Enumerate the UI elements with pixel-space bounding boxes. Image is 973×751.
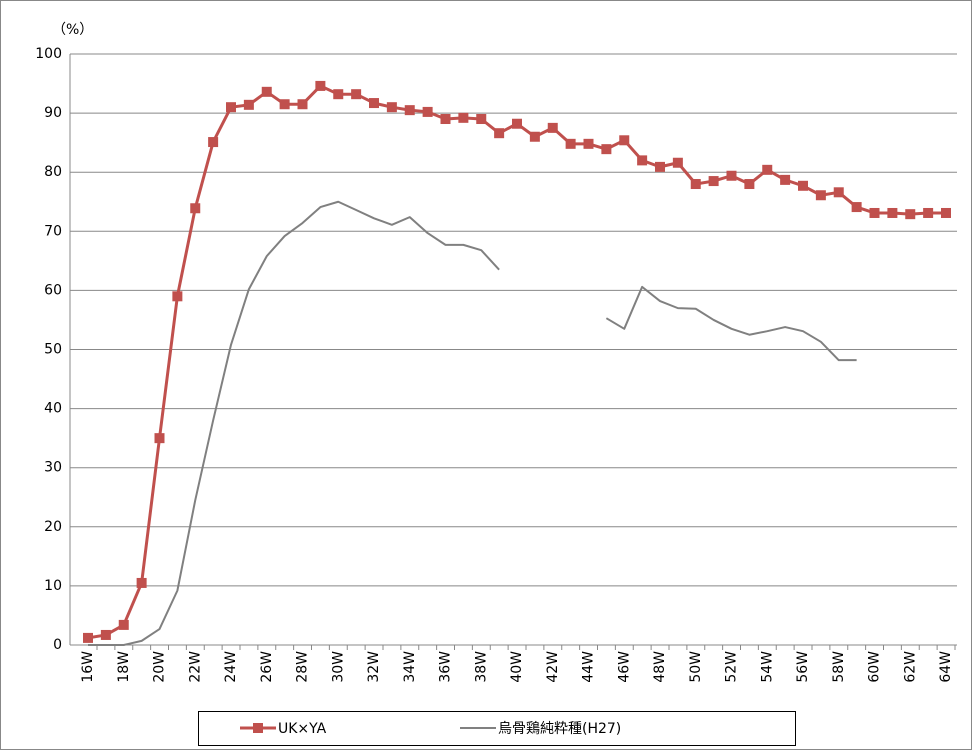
marker (744, 179, 755, 190)
marker (547, 122, 558, 133)
x-tick-label: 18W (116, 651, 132, 683)
marker (529, 131, 540, 142)
marker (798, 180, 808, 191)
marker (333, 89, 344, 100)
y-axis-label: （%） (52, 22, 93, 38)
marker (315, 80, 326, 91)
marker (869, 207, 880, 218)
legend-label: 烏骨鶏純粋種(H27) (498, 720, 621, 737)
marker (440, 114, 451, 125)
y-tick-label: 60 (44, 282, 62, 298)
marker (154, 433, 165, 444)
y-tick-label: 20 (44, 519, 62, 535)
marker (672, 157, 683, 168)
marker (583, 138, 594, 149)
x-tick-label: 50W (688, 651, 704, 683)
x-tick-label: 38W (473, 651, 489, 683)
legend-marker (253, 723, 263, 733)
x-tick-label: 42W (545, 651, 561, 683)
marker (887, 207, 898, 218)
marker (118, 619, 129, 630)
marker (655, 161, 665, 172)
marker (780, 174, 791, 185)
marker (708, 176, 719, 187)
marker (494, 128, 505, 139)
marker (619, 135, 630, 146)
marker (279, 99, 290, 110)
y-tick-label: 80 (44, 164, 62, 180)
marker (100, 629, 111, 640)
y-tick-label: 10 (44, 578, 62, 594)
marker (386, 102, 397, 113)
x-tick-label: 44W (581, 651, 597, 683)
x-tick-label: 24W (223, 651, 239, 683)
y-tick-label: 40 (44, 401, 62, 417)
x-tick-label: 62W (902, 651, 918, 683)
marker (923, 207, 934, 218)
marker (297, 99, 308, 110)
x-tick-label: 36W (438, 651, 454, 683)
marker (815, 190, 826, 201)
marker (136, 577, 147, 588)
x-tick-label: 46W (616, 651, 632, 683)
series-line (88, 200, 857, 646)
x-tick-label: 52W (724, 651, 740, 683)
y-tick-label: 100 (35, 46, 62, 62)
marker (83, 632, 93, 643)
marker (351, 89, 362, 100)
marker (512, 118, 522, 129)
marker (226, 102, 236, 113)
x-tick-label: 16W (80, 651, 96, 683)
y-tick-label: 50 (44, 342, 62, 358)
marker (941, 207, 951, 218)
x-tick-label: 30W (330, 651, 346, 683)
marker (833, 187, 844, 198)
marker (762, 164, 773, 175)
x-tick-label: 20W (152, 651, 168, 683)
x-tick-label: 54W (759, 651, 775, 683)
marker (369, 98, 379, 109)
y-tick-label: 90 (44, 105, 62, 121)
marker (404, 105, 415, 116)
x-tick-label: 26W (259, 651, 275, 683)
marker (208, 137, 219, 148)
marker (190, 203, 201, 214)
marker (458, 112, 469, 123)
marker (422, 106, 433, 117)
x-tick-label: 28W (295, 651, 311, 683)
x-tick-label: 32W (366, 651, 382, 683)
marker (851, 202, 862, 213)
x-tick-label: 22W (187, 651, 203, 683)
y-tick-label: 0 (53, 637, 62, 653)
marker (243, 99, 254, 110)
x-tick-label: 64W (938, 651, 954, 683)
y-tick-label: 70 (44, 223, 62, 239)
x-tick-label: 58W (831, 651, 847, 683)
marker (726, 170, 737, 181)
marker (261, 86, 272, 97)
x-tick-label: 60W (867, 651, 883, 683)
marker (172, 291, 183, 302)
x-tick-label: 34W (402, 651, 418, 683)
marker (601, 144, 612, 155)
y-tick-label: 30 (44, 460, 62, 476)
marker (690, 179, 701, 190)
x-tick-label: 56W (795, 651, 811, 683)
marker (476, 114, 487, 125)
legend-label: UK×YA (278, 721, 327, 737)
x-tick-label: 40W (509, 651, 525, 683)
marker (565, 138, 576, 149)
legend-box (198, 711, 796, 746)
marker (637, 155, 648, 166)
x-tick-label: 48W (652, 651, 668, 683)
marker (905, 209, 916, 220)
